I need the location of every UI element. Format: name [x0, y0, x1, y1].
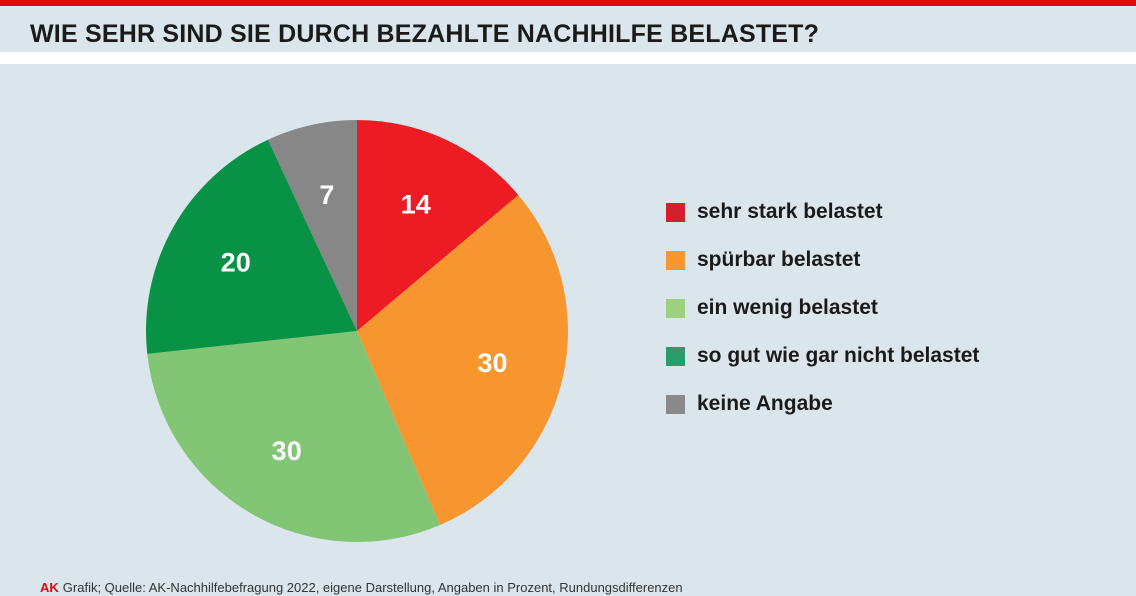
header-band: WIE SEHR SIND SIE DURCH BEZAHLTE NACHHIL…	[0, 6, 1136, 52]
slice-value-label: 30	[477, 348, 507, 378]
slice-value-label: 20	[221, 248, 251, 278]
top-accent-rule	[0, 0, 1136, 6]
pie-chart: 14 30 30 20 7	[146, 120, 568, 542]
pie-slice-1	[357, 195, 568, 525]
legend-item-gar-nicht: so gut wie gar nicht belastet	[666, 332, 979, 380]
legend-item-ein-wenig: ein wenig belastet	[666, 284, 979, 332]
legend-label: ein wenig belastet	[697, 296, 878, 319]
legend: sehr stark belastet spürbar belastet ein…	[666, 188, 979, 428]
chart-title: WIE SEHR SIND SIE DURCH BEZAHLTE NACHHIL…	[30, 20, 820, 48]
legend-item-sehr-stark: sehr stark belastet	[666, 188, 979, 236]
pie-slice-3	[146, 139, 357, 354]
legend-swatch	[666, 298, 685, 318]
legend-swatch	[666, 394, 685, 414]
source-note: Grafik; Quelle: AK-Nachhilfebefragung 20…	[62, 580, 683, 595]
ak-brand: AK	[40, 580, 59, 595]
pie-slice-2	[147, 331, 441, 542]
legend-label: so gut wie gar nicht belastet	[697, 344, 980, 367]
legend-item-keine-angabe: keine Angabe	[666, 380, 979, 428]
legend-label: spürbar belastet	[697, 248, 861, 271]
slice-value-label: 30	[272, 436, 302, 466]
slice-value-label: 7	[319, 180, 334, 210]
legend-label: sehr stark belastet	[697, 200, 883, 223]
pie-slice-4	[267, 120, 357, 331]
legend-item-spuerbar: spürbar belastet	[666, 236, 979, 284]
source-footer: AK Grafik; Quelle: AK-Nachhilfebefragung …	[40, 580, 683, 595]
pie-slice-0	[357, 120, 519, 331]
legend-swatch	[666, 250, 685, 270]
legend-swatch	[666, 202, 685, 222]
legend-swatch	[666, 346, 685, 366]
slice-value-label: 14	[401, 190, 431, 220]
legend-label: keine Angabe	[697, 392, 833, 415]
